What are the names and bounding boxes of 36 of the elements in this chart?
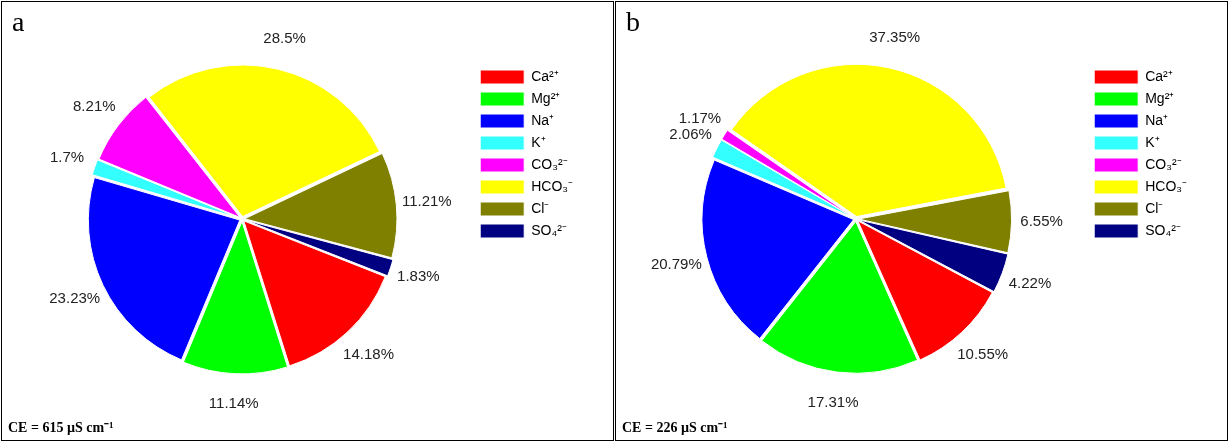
- data-label: 14.18%: [343, 344, 394, 362]
- legend-label: Ca²⁺: [1145, 67, 1173, 84]
- data-label: 11.21%: [401, 192, 452, 210]
- legend-label: Na⁺: [531, 111, 555, 128]
- data-label: 2.06%: [669, 125, 712, 143]
- data-label: 6.55%: [1020, 212, 1063, 230]
- data-label: 4.22%: [1008, 273, 1052, 291]
- data-label: 8.21%: [73, 97, 116, 115]
- legend-label: CO₃²⁻: [1145, 155, 1182, 172]
- legend-label: K⁺: [531, 133, 546, 150]
- legend-label: Cl⁻: [531, 199, 550, 216]
- legend-label: SO₄²⁻: [531, 221, 567, 238]
- data-label: 20.79%: [650, 254, 702, 272]
- data-label: 28.5%: [263, 28, 306, 46]
- legend-label: HCO₃⁻: [531, 177, 573, 194]
- text: CE = 615 µS cm⁻¹: [8, 419, 114, 436]
- legend-label: K⁺: [1145, 133, 1160, 150]
- legend-label: Cl⁻: [1145, 199, 1164, 216]
- data-label: 1.83%: [397, 267, 440, 285]
- legend-label: Mg²⁺: [1145, 89, 1175, 106]
- data-label: 1.17%: [678, 109, 722, 127]
- chart-title: a: [12, 6, 25, 38]
- legend-label: Ca²⁺: [531, 67, 559, 84]
- text: CE = 226 µS cm⁻¹: [622, 419, 728, 436]
- legend-label: Mg²⁺: [531, 89, 561, 106]
- data-label: 11.14%: [208, 394, 259, 412]
- data-label: 23.23%: [49, 289, 101, 307]
- legend-label: Na⁺: [1145, 111, 1169, 128]
- legend-label: HCO₃⁻: [1145, 177, 1187, 194]
- data-label: 17.31%: [807, 393, 859, 411]
- data-label: 10.55%: [957, 344, 1009, 362]
- data-label: 1.7%: [49, 147, 85, 165]
- legend-label: SO₄²⁻: [1145, 221, 1181, 238]
- chart-title: b: [626, 6, 640, 38]
- data-label: 37.35%: [869, 27, 921, 45]
- legend-label: CO₃²⁻: [531, 155, 568, 172]
